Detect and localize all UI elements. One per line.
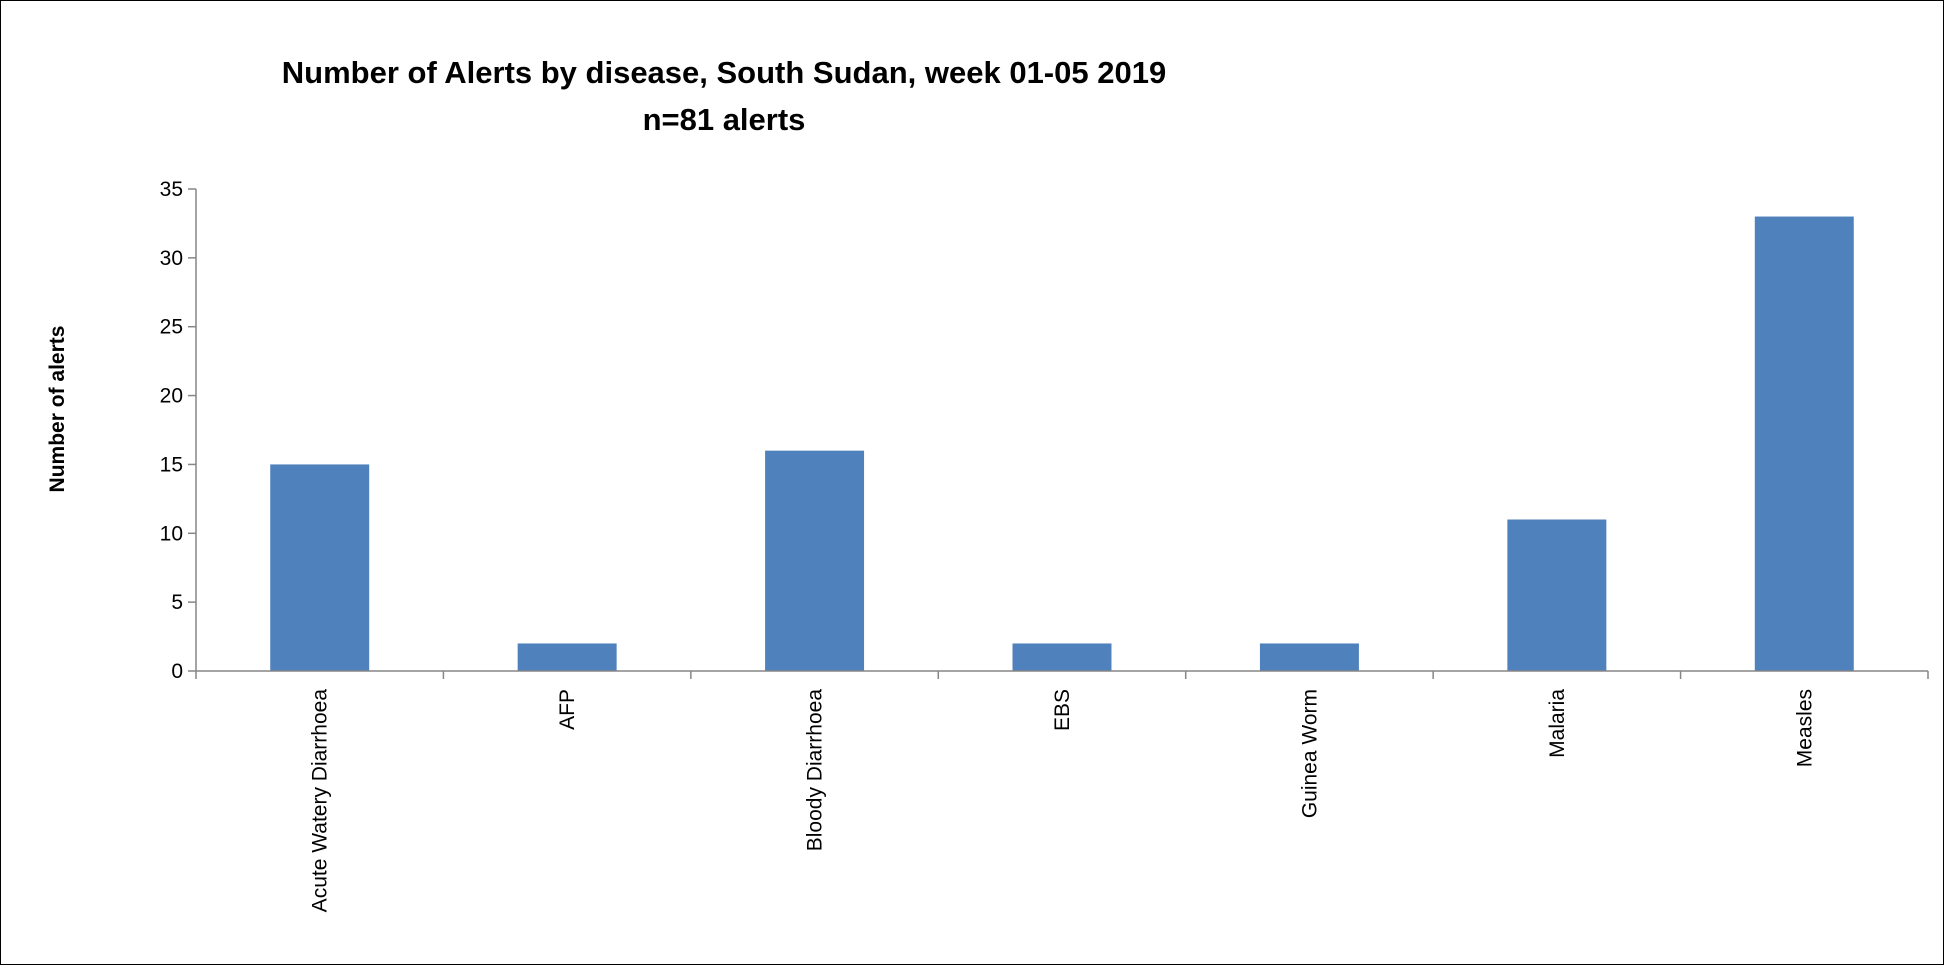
bar-0 [270,464,370,671]
x-tick-label-5: Malaria [1546,689,1569,758]
bar-3 [1012,643,1112,671]
x-tick-label-4: Guinea Worm [1298,689,1321,818]
bar-1 [517,643,617,671]
y-tick-label-0: 0 [171,660,183,683]
chart-subtitle: n=81 alerts [643,102,806,137]
bar-5 [1507,519,1607,671]
x-tick-label-1: AFP [556,689,579,730]
y-tick-label-1: 5 [171,591,183,614]
bar-4 [1259,643,1359,671]
y-tick-label-6: 30 [160,247,183,270]
x-tick-label-3: EBS [1051,689,1074,731]
y-tick-label-3: 15 [160,453,183,476]
y-tick-label-2: 10 [160,522,183,545]
x-tick-label-2: Bloody Diarrhoea [804,689,827,852]
x-tick-label-0: Acute Watery Diarrhoea [309,689,332,913]
y-tick-label-4: 20 [160,385,183,408]
bar-2 [765,450,865,671]
y-axis-label: Number of alerts [46,326,69,493]
y-tick-label-5: 25 [160,316,183,339]
chart-title: Number of Alerts by disease, South Sudan… [282,55,1166,90]
y-tick-label-7: 35 [160,178,183,201]
plot-area: 0 5 10 15 20 25 30 35 Acute Watery Diarrhoea AFP B… [160,178,1929,913]
x-tick-label-6: Measles [1793,689,1816,767]
bar-6 [1754,216,1854,672]
